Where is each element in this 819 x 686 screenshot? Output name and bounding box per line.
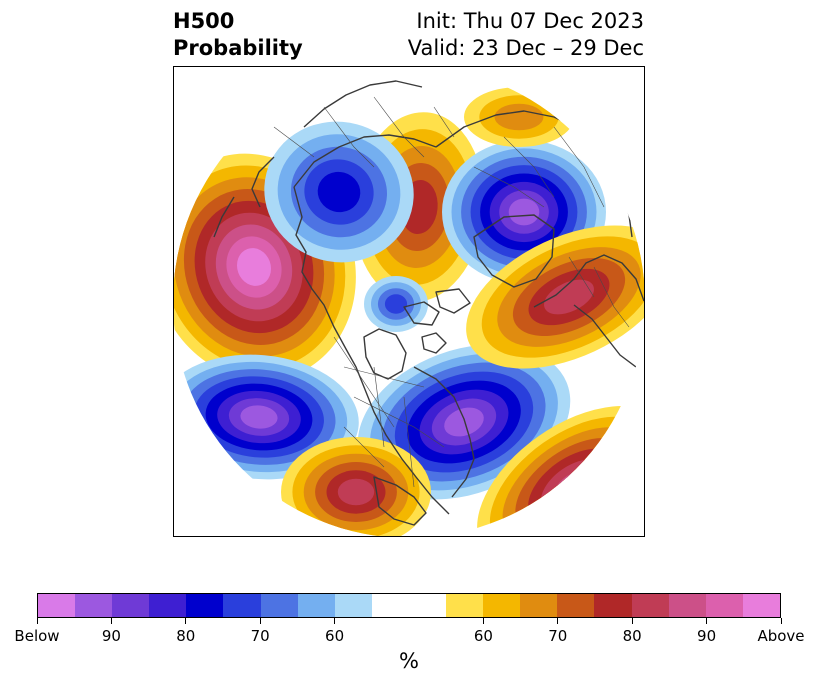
- colorbar-segment: [446, 594, 484, 617]
- colorbar-segment: [334, 594, 372, 617]
- colorbar-segment: [668, 594, 706, 617]
- anomaly-contour: [236, 248, 272, 286]
- colorbar-segment: [594, 594, 632, 617]
- colorbar-segment: [705, 594, 743, 617]
- colorbar-segment: [557, 594, 595, 617]
- political-borders: [273, 96, 630, 488]
- colorbar-tick: [557, 618, 559, 624]
- anomaly-below: [264, 121, 414, 263]
- coastlines: [213, 80, 644, 526]
- init-date: Init: Thu 07 Dec 2023: [416, 9, 644, 33]
- anomaly-above: [466, 225, 644, 369]
- colorbar-segment: [149, 594, 187, 617]
- colorbar-tick-label: 90: [101, 627, 121, 645]
- colorbar-segment: [260, 594, 298, 617]
- colorbar-segment: [186, 594, 224, 617]
- anomaly-below: [174, 354, 359, 480]
- colorbar-segment: [75, 594, 113, 617]
- anomaly-contour: [544, 279, 594, 315]
- colorbar-segment: [371, 594, 447, 617]
- colorbar-tick-label: Above: [757, 627, 805, 645]
- colorbar-tick: [631, 618, 633, 624]
- colorbar-segment: [297, 594, 335, 617]
- colorbar-tick-label: 60: [325, 627, 345, 645]
- title-right: Init: Thu 07 Dec 2023 Valid: 23 Dec – 29…: [408, 8, 644, 62]
- colorbar-tick-label: 90: [697, 627, 717, 645]
- colorbar-tick: [780, 618, 782, 624]
- probability-map: [174, 67, 644, 536]
- colorbar-unit: %: [399, 649, 419, 673]
- colorbar-tick: [482, 618, 484, 624]
- anomaly-contour: [494, 103, 544, 131]
- colorbar-tick-label: 70: [250, 627, 270, 645]
- colorbar-segment: [483, 594, 521, 617]
- title-product: Probability: [173, 36, 303, 60]
- anomaly-contour: [240, 405, 278, 429]
- hemisphere-disc: [174, 67, 644, 536]
- anomaly-above: [464, 87, 574, 147]
- colorbar-tick-label: 60: [473, 627, 493, 645]
- anomaly-contour: [384, 294, 408, 314]
- anomaly-contour: [444, 407, 484, 437]
- colorbar-tick: [36, 618, 38, 624]
- colorbar-segment: [520, 594, 558, 617]
- colorbar-tick: [334, 618, 336, 624]
- colorbar-tick-label: 80: [622, 627, 642, 645]
- colorbar-segment: [742, 594, 780, 617]
- anomaly-contour: [317, 171, 361, 213]
- anomaly-contour: [508, 198, 540, 226]
- colorbar-tick: [259, 618, 261, 624]
- map-panel: [173, 66, 645, 537]
- colorbar-tick: [185, 618, 187, 624]
- colorbar-tick-label: 70: [548, 627, 568, 645]
- valid-dates: Valid: 23 Dec – 29 Dec: [407, 36, 644, 60]
- colorbar-tick-label: 80: [176, 627, 196, 645]
- colorbar-segment: [631, 594, 669, 617]
- anomaly-contour: [337, 478, 375, 506]
- colorbar-segment: [112, 594, 150, 617]
- colorbar-segment: [223, 594, 261, 617]
- colorbar-tick: [110, 618, 112, 624]
- colorbar-tick-label: Below: [14, 627, 60, 645]
- anomaly-above: [281, 437, 431, 536]
- title-variable: H500: [173, 9, 235, 33]
- probability-colorbar: [37, 593, 781, 618]
- colorbar-tick: [706, 618, 708, 624]
- colorbar-segment: [38, 594, 76, 617]
- title-left: H500 Probability: [173, 8, 303, 62]
